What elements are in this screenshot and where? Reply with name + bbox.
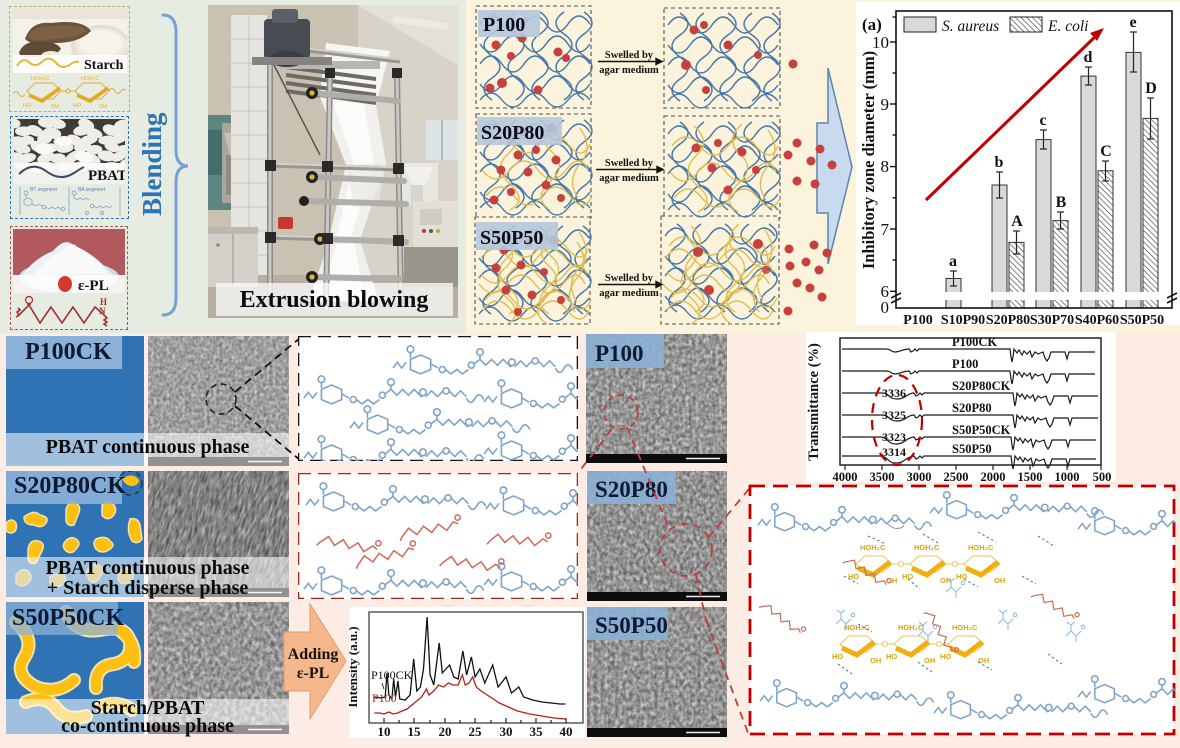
svg-text:2000: 2000 [981,470,1006,482]
svg-text:e: e [1129,14,1136,31]
svg-text:HOH₂C: HOH₂C [81,76,99,82]
svg-text:P100CK: P100CK [371,668,413,682]
svg-text:S20P80: S20P80 [595,477,668,502]
svg-text:8: 8 [881,157,890,176]
svg-text:Extrusion blowing: Extrusion blowing [240,287,429,313]
svg-text:35: 35 [530,724,544,738]
svg-text:P100: P100 [952,357,978,371]
svg-text:D: D [1145,80,1157,97]
svg-text:A: A [1011,213,1023,230]
svg-text:BA segment: BA segment [78,187,106,193]
svg-text:3336: 3336 [882,386,906,400]
svg-text:S10P90: S10P90 [941,313,985,328]
svg-text:c: c [1039,112,1046,129]
svg-text:agar medium: agar medium [599,65,659,76]
svg-text:OH: OH [51,104,59,109]
svg-text:S30P70: S30P70 [1030,313,1074,328]
svg-text:agar medium: agar medium [599,288,659,299]
svg-text:HO: HO [73,103,82,109]
svg-text:S40P60: S40P60 [1075,313,1119,328]
svg-text:E. coli: E. coli [1047,18,1088,35]
svg-text:1000: 1000 [1055,470,1080,482]
svg-text:N: N [99,306,106,316]
svg-text:Swelled by: Swelled by [605,273,654,284]
svg-text:30: 30 [500,724,513,738]
svg-text:4000: 4000 [833,470,858,482]
svg-text:d: d [1084,49,1093,66]
svg-text:10: 10 [872,33,889,52]
svg-text:3500: 3500 [870,470,895,482]
svg-text:25: 25 [469,724,483,738]
svg-text:Transmittance (%): Transmittance (%) [806,343,822,461]
svg-text:B: B [1056,194,1067,211]
svg-text:S50P50CK: S50P50CK [952,423,1011,437]
svg-text:HOH₂C: HOH₂C [31,76,49,82]
svg-text:P100: P100 [483,14,525,36]
svg-text:40: 40 [560,724,573,738]
svg-text:P100: P100 [903,313,933,328]
svg-text:3323: 3323 [882,430,906,444]
svg-text:S20P80: S20P80 [952,401,992,415]
svg-text:OH: OH [99,104,107,109]
svg-text:Swelled by: Swelled by [605,158,654,169]
svg-text:b: b [995,154,1004,171]
svg-text:Starch: Starch [84,58,124,73]
svg-text:3000: 3000 [907,470,932,482]
svg-text:S20P80CK: S20P80CK [952,379,1011,393]
svg-text:H: H [100,297,107,307]
svg-text:20: 20 [439,724,452,738]
svg-text:BT segment: BT segment [30,187,57,193]
svg-text:S20P80: S20P80 [481,122,544,144]
svg-text:agar medium: agar medium [599,173,659,184]
svg-text:S50P50: S50P50 [595,613,668,638]
svg-text:Adding: Adding [288,646,339,663]
svg-text:0: 0 [881,298,890,317]
svg-text:P100: P100 [372,691,397,705]
svg-text:P100CK: P100CK [952,335,997,349]
svg-text:ε-PL: ε-PL [78,278,109,293]
svg-text:Inhibitory zone diameter (mm): Inhibitory zone diameter (mm) [859,51,878,269]
svg-text:PBAT: PBAT [88,168,125,184]
svg-text:ε-PL: ε-PL [297,665,330,682]
svg-text:3314: 3314 [882,445,906,459]
svg-text:3325: 3325 [882,408,906,422]
svg-text:10: 10 [378,724,391,738]
svg-text:S20P80: S20P80 [986,313,1030,328]
svg-text:S50P50: S50P50 [480,227,543,249]
svg-text:HO: HO [23,103,32,109]
svg-text:1500: 1500 [1018,470,1043,482]
svg-text:S50P50: S50P50 [952,442,992,456]
svg-text:C: C [1100,143,1112,160]
svg-text:Intensity (a.u.): Intensity (a.u.) [349,626,360,707]
svg-text:15: 15 [408,724,422,738]
svg-text:7: 7 [881,220,890,239]
svg-text:S50P50: S50P50 [1120,313,1164,328]
svg-text:Swelled by: Swelled by [605,50,654,61]
svg-text:S. aureus: S. aureus [942,18,999,35]
svg-text:500: 500 [1093,470,1112,482]
svg-text:(a): (a) [862,15,882,34]
svg-text:6: 6 [881,282,890,301]
svg-text:9: 9 [881,95,890,114]
svg-text:2500: 2500 [944,470,969,482]
svg-text:P100: P100 [595,341,644,366]
svg-text:a: a [949,253,957,270]
